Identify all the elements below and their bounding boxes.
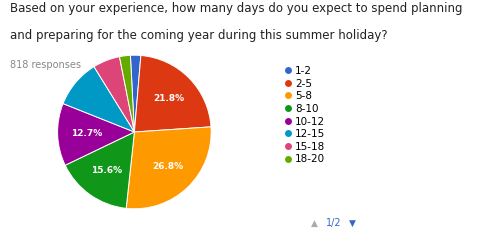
Text: 1/2: 1/2: [326, 218, 341, 228]
Wedge shape: [65, 132, 134, 208]
Text: and preparing for the coming year during this summer holiday?: and preparing for the coming year during…: [10, 29, 387, 42]
Text: ▲: ▲: [311, 219, 318, 228]
Text: 26.8%: 26.8%: [152, 162, 183, 171]
Wedge shape: [131, 55, 141, 132]
Text: 21.8%: 21.8%: [153, 94, 184, 103]
Wedge shape: [126, 127, 211, 209]
Text: 15.6%: 15.6%: [91, 166, 122, 175]
Text: 818 responses: 818 responses: [10, 60, 81, 70]
Wedge shape: [58, 104, 134, 165]
Wedge shape: [120, 55, 134, 132]
Text: 12.7%: 12.7%: [71, 129, 102, 138]
Legend: 1-2, 2-5, 5-8, 8-10, 10-12, 12-15, 15-18, 18-20: 1-2, 2-5, 5-8, 8-10, 10-12, 12-15, 15-18…: [284, 64, 327, 166]
Text: ▼: ▼: [349, 219, 356, 228]
Wedge shape: [94, 57, 134, 132]
Wedge shape: [134, 55, 211, 132]
Text: Based on your experience, how many days do you expect to spend planning: Based on your experience, how many days …: [10, 2, 462, 15]
Wedge shape: [63, 67, 134, 132]
